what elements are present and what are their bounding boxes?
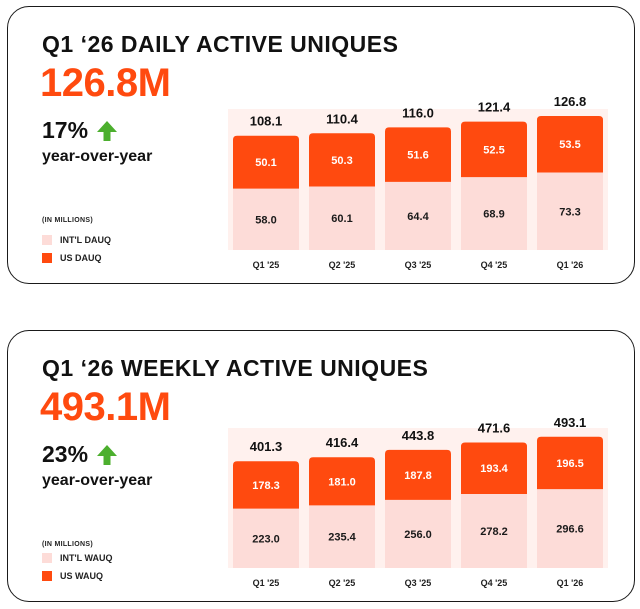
data-label-intl: 68.9 — [483, 209, 504, 221]
x-tick-label: Q3 '25 — [405, 578, 432, 588]
legend-swatch-intl — [42, 553, 52, 563]
bar-segment-intl — [233, 188, 299, 250]
card-title: Q1 ‘26 WEEKLY ACTIVE UNIQUES — [42, 355, 429, 381]
data-label-total: 121.4 — [478, 100, 511, 115]
legend-swatch-us — [42, 571, 52, 581]
bar-segment-intl — [537, 489, 603, 568]
data-label-total: 108.1 — [250, 114, 283, 129]
data-label-intl: 278.2 — [480, 526, 508, 538]
legend-label-intl: INT'L DAUQ — [60, 235, 111, 245]
legend-label-us: US WAUQ — [60, 571, 104, 581]
bar-segment-intl — [461, 493, 527, 568]
data-label-intl: 60.1 — [331, 213, 352, 225]
data-label-us: 51.6 — [407, 150, 428, 162]
data-label-us: 50.3 — [331, 155, 352, 167]
data-label-total: 126.8 — [554, 94, 587, 109]
legend-item-intl: INT'L DAUQ — [42, 235, 111, 245]
headline-value: 493.1M — [40, 385, 171, 429]
data-label-intl: 73.3 — [559, 206, 580, 218]
data-label-total: 401.3 — [250, 439, 283, 454]
legend-item-intl: INT'L WAUQ — [42, 553, 112, 563]
legend-label-us: US DAUQ — [60, 253, 102, 263]
bar-segment-intl — [385, 181, 451, 250]
bar-segment-us — [461, 442, 527, 494]
bar-segment-us — [233, 135, 299, 189]
wau-stacked-bar-chart: 223.0 178.3 401.3 Q1 '25 235.4 181.0 416.4 Q2 '… — [228, 415, 608, 588]
bar-segment-us — [537, 115, 603, 173]
units-note: (IN MILLIONS) — [42, 541, 93, 548]
bar-segment-intl — [537, 172, 603, 250]
data-label-us: 193.4 — [480, 463, 508, 475]
bar-segment-us — [309, 457, 375, 506]
legend-item-us: US DAUQ — [42, 253, 102, 263]
data-label-intl: 58.0 — [255, 214, 276, 226]
data-label-intl: 64.4 — [407, 211, 429, 223]
bar-segment-us — [233, 461, 299, 509]
data-label-us: 181.0 — [328, 476, 356, 488]
legend-label-intl: INT'L WAUQ — [60, 553, 113, 563]
growth-percent: 23% — [42, 441, 89, 467]
data-label-us: 187.8 — [404, 470, 432, 482]
growth-row: 17% — [42, 117, 118, 144]
growth-label: year-over-year — [42, 472, 153, 489]
x-tick-label: Q3 '25 — [405, 260, 432, 270]
dau-stacked-bar-chart: 58.0 50.1 108.1 Q1 '25 60.1 50.3 110.4 Q2 '25 64… — [228, 94, 608, 270]
x-tick-label: Q1 '25 — [253, 260, 280, 270]
data-label-intl: 235.4 — [328, 532, 356, 544]
data-label-intl: 223.0 — [252, 533, 280, 545]
data-label-total: 493.1 — [554, 415, 587, 430]
bar-segment-intl — [461, 177, 527, 250]
bar-segment-intl — [233, 508, 299, 568]
bar-segment-us — [385, 449, 451, 500]
x-tick-label: Q2 '25 — [329, 578, 356, 588]
data-label-us: 50.1 — [255, 157, 276, 169]
x-tick-label: Q2 '25 — [329, 260, 356, 270]
bar-segment-intl — [385, 499, 451, 568]
legend-item-us: US WAUQ — [42, 571, 103, 581]
growth-label: year-over-year — [42, 148, 153, 165]
growth-percent: 17% — [42, 117, 89, 143]
legend-swatch-intl — [42, 235, 52, 245]
units-note: (IN MILLIONS) — [42, 217, 93, 224]
bar-segment-us — [537, 436, 603, 490]
up-arrow-icon — [97, 120, 118, 141]
weekly-active-uniques-card: Q1 ‘26 WEEKLY ACTIVE UNIQUES 493.1M 23% … — [7, 330, 635, 602]
card-title: Q1 ‘26 DAILY ACTIVE UNIQUES — [42, 31, 399, 57]
data-label-total: 110.4 — [326, 111, 359, 126]
x-tick-label: Q1 '26 — [557, 578, 584, 588]
bar-segment-intl — [309, 505, 375, 568]
up-arrow-icon — [97, 444, 118, 465]
data-label-total: 416.4 — [326, 435, 359, 450]
data-label-us: 53.5 — [559, 139, 580, 151]
bar-segment-intl — [309, 186, 375, 250]
data-label-total: 471.6 — [478, 421, 511, 436]
growth-row: 23% — [42, 441, 118, 468]
x-tick-label: Q4 '25 — [481, 578, 508, 588]
headline-value: 126.8M — [40, 61, 171, 105]
daily-active-uniques-card: Q1 ‘26 DAILY ACTIVE UNIQUES 126.8M 17% y… — [7, 6, 635, 284]
data-label-total: 116.0 — [402, 105, 434, 120]
data-label-us: 178.3 — [252, 480, 280, 492]
x-tick-label: Q1 '26 — [557, 260, 584, 270]
data-label-intl: 296.6 — [556, 524, 584, 536]
data-label-us: 52.5 — [483, 144, 504, 156]
x-tick-label: Q4 '25 — [481, 260, 508, 270]
x-tick-label: Q1 '25 — [253, 578, 280, 588]
bar-segment-us — [309, 133, 375, 187]
data-label-total: 443.8 — [402, 428, 435, 443]
bar-segment-us — [461, 121, 527, 178]
data-label-intl: 256.0 — [404, 529, 432, 541]
data-label-us: 196.5 — [556, 458, 584, 470]
legend-swatch-us — [42, 253, 52, 263]
bar-segment-us — [385, 127, 451, 182]
